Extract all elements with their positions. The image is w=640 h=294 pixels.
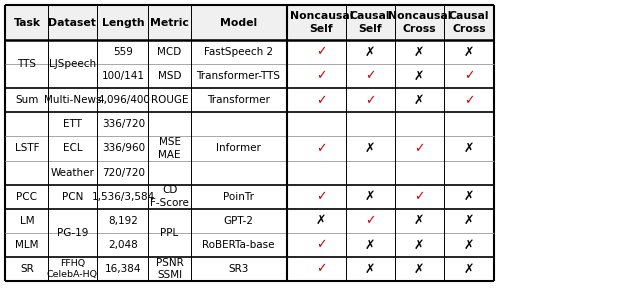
- Text: ✗: ✗: [464, 214, 474, 227]
- Text: TTS: TTS: [17, 59, 36, 69]
- Text: ✗: ✗: [414, 214, 424, 227]
- Text: ✗: ✗: [316, 214, 326, 227]
- Text: ✓: ✓: [316, 238, 326, 251]
- Text: ✗: ✗: [414, 263, 424, 275]
- Text: ✓: ✓: [365, 94, 375, 107]
- Text: ✗: ✗: [414, 238, 424, 251]
- Text: 559: 559: [113, 47, 134, 57]
- Text: 336/720: 336/720: [102, 119, 145, 129]
- Text: ROUGE: ROUGE: [151, 95, 188, 105]
- Bar: [5, 5, 494, 40]
- Text: ✓: ✓: [365, 214, 375, 227]
- Text: Model: Model: [220, 18, 257, 28]
- Text: SR: SR: [20, 264, 34, 274]
- Text: ✗: ✗: [365, 46, 375, 59]
- Text: Weather: Weather: [51, 168, 94, 178]
- Text: PCN: PCN: [61, 192, 83, 202]
- Text: MSE
MAE: MSE MAE: [158, 137, 181, 160]
- Text: 16,384: 16,384: [105, 264, 142, 274]
- Text: Metric: Metric: [150, 18, 189, 28]
- Text: ✓: ✓: [316, 190, 326, 203]
- Text: ✗: ✗: [365, 142, 375, 155]
- Text: Noncausal
Cross: Noncausal Cross: [387, 11, 451, 34]
- Text: MSD: MSD: [158, 71, 181, 81]
- Text: FFHQ
CelebA-HQ: FFHQ CelebA-HQ: [47, 259, 98, 279]
- Text: ✓: ✓: [316, 94, 326, 107]
- Text: Sum: Sum: [15, 95, 38, 105]
- Text: LSTF: LSTF: [15, 143, 39, 153]
- Text: PoinTr: PoinTr: [223, 192, 253, 202]
- Text: Causal
Cross: Causal Cross: [449, 11, 490, 34]
- Text: PSNR
SSMI: PSNR SSMI: [156, 258, 184, 280]
- Text: ✗: ✗: [414, 70, 424, 83]
- Text: ✓: ✓: [316, 70, 326, 83]
- Text: CD
F-Score: CD F-Score: [150, 186, 189, 208]
- Text: ✓: ✓: [414, 142, 424, 155]
- Text: ✗: ✗: [464, 263, 474, 275]
- Text: PG-19: PG-19: [56, 228, 88, 238]
- Text: ✓: ✓: [316, 263, 326, 275]
- Text: ✓: ✓: [316, 142, 326, 155]
- Text: ✓: ✓: [365, 70, 375, 83]
- Text: Noncausal
Self: Noncausal Self: [289, 11, 353, 34]
- Text: FastSpeech 2: FastSpeech 2: [204, 47, 273, 57]
- Text: MLM: MLM: [15, 240, 38, 250]
- Text: ✓: ✓: [464, 94, 474, 107]
- Text: ✗: ✗: [365, 238, 375, 251]
- Text: Transformer: Transformer: [207, 95, 269, 105]
- Text: ✗: ✗: [414, 94, 424, 107]
- Text: Multi-News: Multi-News: [44, 95, 101, 105]
- Text: ✗: ✗: [365, 190, 375, 203]
- Text: Task: Task: [13, 18, 40, 28]
- Text: ✗: ✗: [414, 46, 424, 59]
- Text: Causal
Self: Causal Self: [349, 11, 390, 34]
- Text: ✗: ✗: [464, 238, 474, 251]
- Text: 336/960: 336/960: [102, 143, 145, 153]
- Text: ✓: ✓: [414, 190, 424, 203]
- Text: PPL: PPL: [161, 228, 179, 238]
- Text: ✗: ✗: [464, 190, 474, 203]
- Bar: [5, 5, 494, 281]
- Text: 8,192: 8,192: [109, 216, 138, 226]
- Text: PCC: PCC: [17, 192, 37, 202]
- Text: 100/141: 100/141: [102, 71, 145, 81]
- Text: MCD: MCD: [157, 47, 182, 57]
- Text: Informer: Informer: [216, 143, 260, 153]
- Text: ✗: ✗: [365, 263, 375, 275]
- Text: ECL: ECL: [63, 143, 82, 153]
- Text: ✓: ✓: [464, 70, 474, 83]
- Text: ✗: ✗: [464, 46, 474, 59]
- Text: 1,536/3,584: 1,536/3,584: [92, 192, 155, 202]
- Text: 720/720: 720/720: [102, 168, 145, 178]
- Text: ETT: ETT: [63, 119, 82, 129]
- Text: SR3: SR3: [228, 264, 248, 274]
- Text: Transformer-TTS: Transformer-TTS: [196, 71, 280, 81]
- Text: GPT-2: GPT-2: [223, 216, 253, 226]
- Text: Length: Length: [102, 18, 145, 28]
- Text: ✓: ✓: [316, 46, 326, 59]
- Text: ✗: ✗: [464, 142, 474, 155]
- Text: 2,048: 2,048: [109, 240, 138, 250]
- Text: LJSpeech: LJSpeech: [49, 59, 96, 69]
- Text: Dataset: Dataset: [49, 18, 96, 28]
- Text: LM: LM: [20, 216, 34, 226]
- Text: 4,096/400: 4,096/400: [97, 95, 150, 105]
- Text: RoBERTa-base: RoBERTa-base: [202, 240, 275, 250]
